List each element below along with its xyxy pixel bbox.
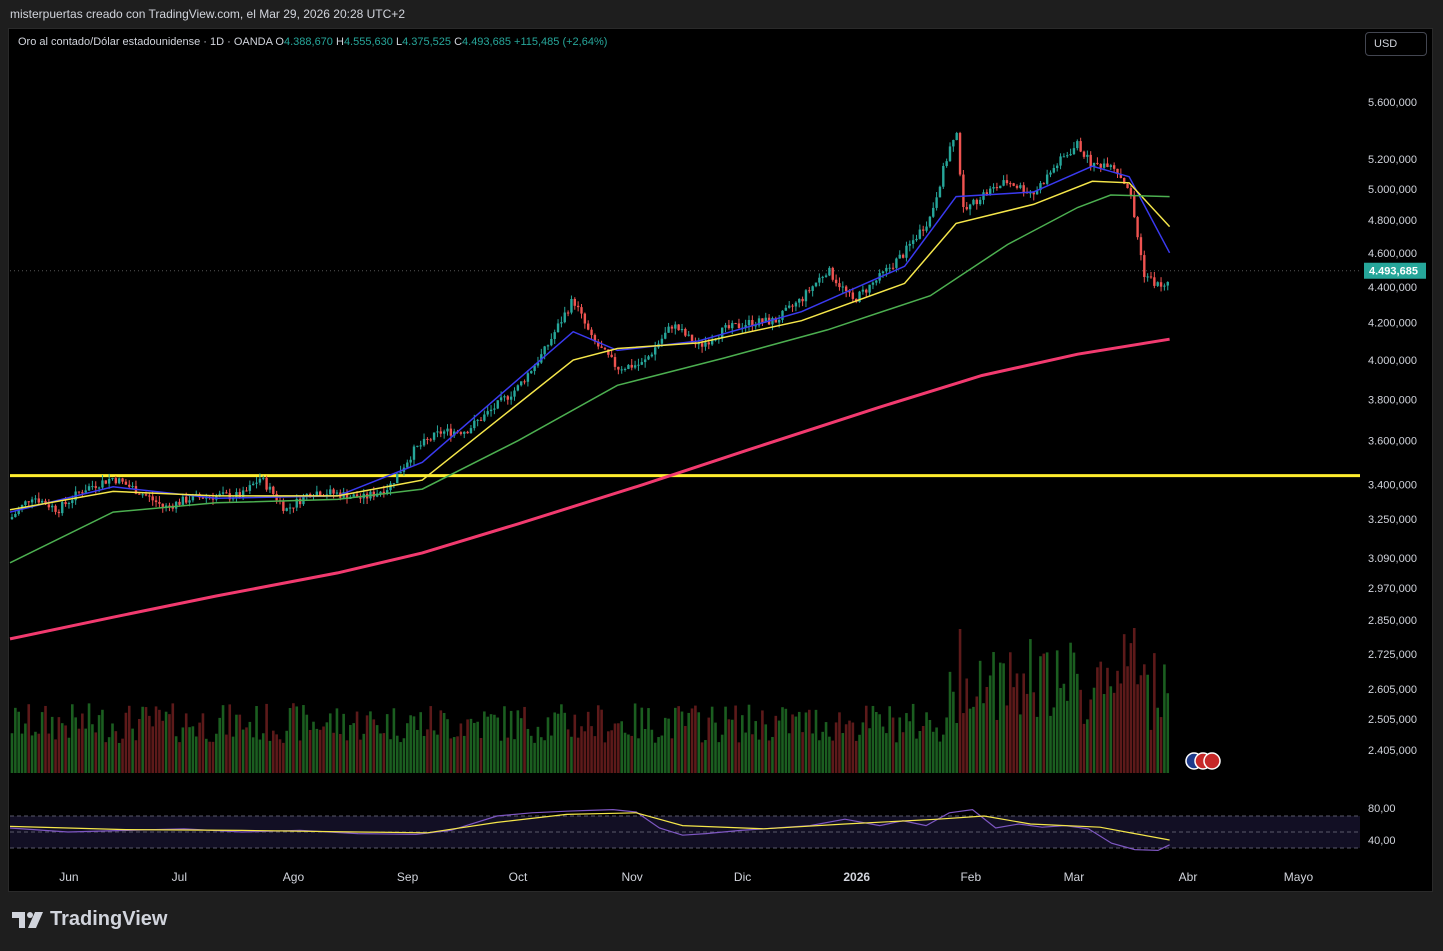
tradingview-logo-icon xyxy=(12,911,43,928)
chart-frame[interactable] xyxy=(8,28,1433,892)
low-label: L xyxy=(395,36,403,48)
symbol-name: Oro al contado/Dólar estadounidense · 1D… xyxy=(18,36,273,48)
symbol-legend: Oro al contado/Dólar estadounidense · 1D… xyxy=(18,36,607,48)
high-value: 4.555,630 xyxy=(343,36,393,48)
open-value: 4.388,670 xyxy=(283,36,333,48)
close-label: C xyxy=(454,36,463,48)
change-value: +115,485 (+2,64%) xyxy=(514,36,608,48)
high-label: H xyxy=(335,36,344,48)
brand-name: TradingView xyxy=(50,908,168,930)
brand: TradingView xyxy=(12,908,167,931)
low-value: 4.375,525 xyxy=(402,36,451,48)
currency-label: USD xyxy=(1374,38,1398,50)
currency-button[interactable]: USD xyxy=(1365,32,1427,56)
open-label: O xyxy=(275,36,284,48)
close-value: 4.493,685 xyxy=(462,36,511,48)
chart-caption: misterpuertas creado con TradingView.com… xyxy=(10,7,405,21)
